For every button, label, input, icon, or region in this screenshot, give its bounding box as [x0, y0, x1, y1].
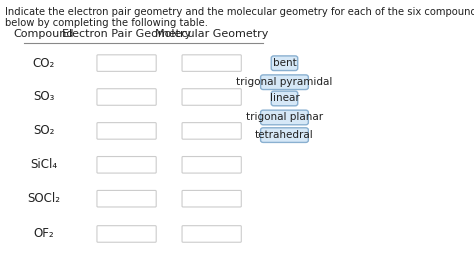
FancyBboxPatch shape: [261, 75, 309, 90]
FancyBboxPatch shape: [182, 55, 241, 71]
FancyBboxPatch shape: [261, 110, 309, 125]
Text: Indicate the electron pair geometry and the molecular geometry for each of the s: Indicate the electron pair geometry and …: [5, 7, 474, 28]
Text: SO₂: SO₂: [33, 124, 55, 137]
FancyBboxPatch shape: [182, 156, 241, 173]
Text: SiCl₄: SiCl₄: [30, 158, 57, 171]
Text: SOCl₂: SOCl₂: [27, 192, 60, 205]
Text: Molecular Geometry: Molecular Geometry: [155, 29, 268, 39]
Text: tetrahedral: tetrahedral: [255, 130, 314, 140]
Text: Electron Pair Geometry: Electron Pair Geometry: [62, 29, 191, 39]
FancyBboxPatch shape: [97, 156, 156, 173]
Text: SO₃: SO₃: [33, 90, 55, 104]
FancyBboxPatch shape: [97, 190, 156, 207]
Text: CO₂: CO₂: [33, 57, 55, 70]
FancyBboxPatch shape: [97, 55, 156, 71]
FancyBboxPatch shape: [182, 226, 241, 242]
FancyBboxPatch shape: [97, 89, 156, 105]
Text: bent: bent: [273, 58, 296, 68]
FancyBboxPatch shape: [97, 226, 156, 242]
Text: OF₂: OF₂: [34, 227, 54, 241]
FancyBboxPatch shape: [271, 91, 298, 106]
FancyBboxPatch shape: [182, 89, 241, 105]
Text: linear: linear: [270, 93, 300, 104]
FancyBboxPatch shape: [182, 190, 241, 207]
FancyBboxPatch shape: [97, 123, 156, 139]
FancyBboxPatch shape: [182, 123, 241, 139]
FancyBboxPatch shape: [261, 128, 309, 142]
Text: Compound: Compound: [14, 29, 74, 39]
Text: trigonal pyramidal: trigonal pyramidal: [237, 77, 333, 87]
FancyBboxPatch shape: [271, 56, 298, 70]
Text: trigonal planar: trigonal planar: [246, 112, 323, 122]
